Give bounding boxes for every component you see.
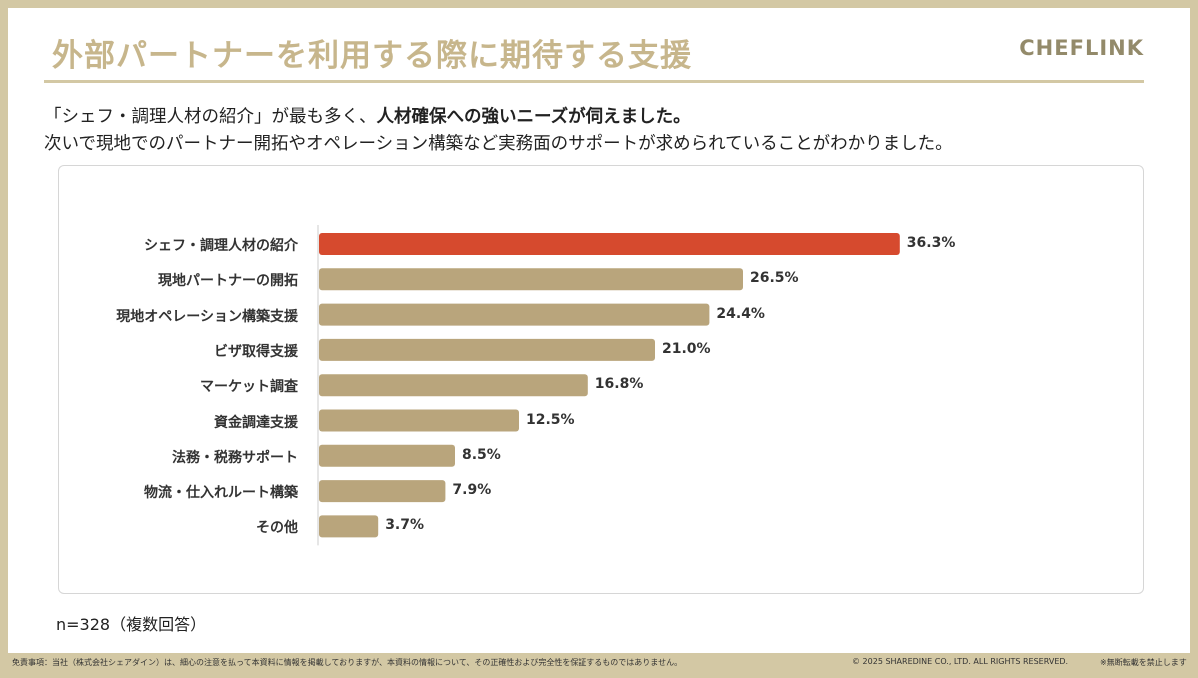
- category-label: 資金調達支援: [214, 414, 298, 431]
- title-divider: [44, 80, 1144, 83]
- category-label: その他: [256, 520, 298, 537]
- chart-panel: シェフ・調理人材の紹介 36.3% 現地パートナーの開拓 26.5% 現地オペレーション…: [58, 165, 1144, 594]
- category-label: 現地パートナーの開拓: [158, 273, 298, 290]
- data-label: 36.3%: [906, 235, 956, 251]
- bar: [319, 268, 743, 291]
- sample-size-note: n=328（複数回答）: [56, 615, 207, 634]
- data-label: 3.7%: [385, 517, 425, 534]
- description-line2: 次いで現地でのパートナー開拓やオペレーション構築など実務面のサポートが求められて…: [44, 134, 953, 154]
- data-label: 7.9%: [452, 482, 492, 499]
- copyright: © 2025 SHAREDINE CO., LTD. ALL RIGHTS RE…: [852, 657, 1069, 666]
- category-label: 物流・仕入れルート構築: [144, 485, 298, 502]
- bar: [319, 515, 379, 538]
- slide: 外部パートナーを利用する際に期待する支援 CHEFLINK 「シェフ・調理人材の…: [8, 8, 1190, 653]
- description-emphasis: 人材確保への強いニーズが伺えました。: [376, 107, 691, 127]
- category-label: 現地オペレーション構築支援: [116, 308, 298, 325]
- page-title: 外部パートナーを利用する際に期待する支援: [52, 38, 692, 74]
- category-label: 法務・税務サポート: [172, 449, 298, 466]
- bar: [319, 303, 710, 326]
- bar: [319, 374, 588, 397]
- data-label: 8.5%: [462, 446, 501, 463]
- description: 「シェフ・調理人材の紹介」が最も多く、人材確保への強いニーズが伺えました。 次い…: [44, 104, 953, 158]
- data-label: 24.4%: [716, 305, 765, 322]
- bar: [319, 409, 519, 432]
- data-label: 26.5%: [750, 270, 799, 287]
- bar-chart: [317, 225, 900, 546]
- data-label: 12.5%: [526, 411, 575, 428]
- category-label: シェフ・調理人材の紹介: [144, 238, 298, 254]
- disclaimer: 免責事項：当社（株式会社シェアダイン）は、細心の注意を払って本資料に情報を掲載し…: [12, 658, 683, 667]
- data-label: 21.0%: [662, 340, 711, 357]
- bar: [319, 233, 900, 255]
- data-label: 16.8%: [594, 376, 644, 393]
- description-line1: 「シェフ・調理人材の紹介」が最も多く、: [44, 107, 377, 127]
- category-label: マーケット調査: [200, 379, 298, 396]
- no-reprint-notice: ※無断転載を禁止します: [1100, 658, 1187, 667]
- bar: [319, 444, 455, 467]
- category-label: ビザ取得支援: [214, 343, 298, 360]
- bar: [319, 480, 446, 503]
- cheflink-logo: CHEFLINK: [1019, 36, 1144, 60]
- bar: [319, 338, 655, 361]
